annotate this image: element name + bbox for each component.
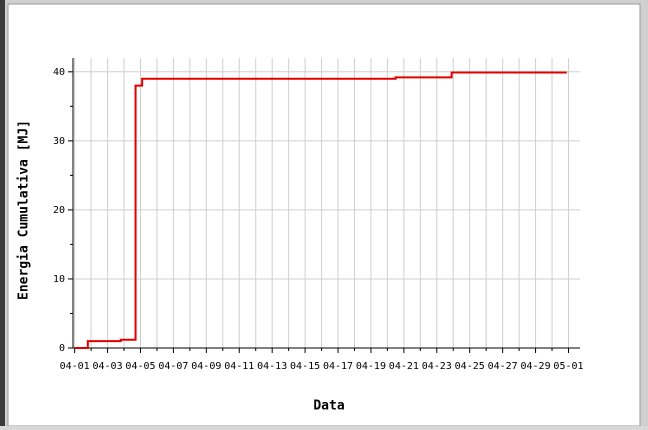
- card: [7, 3, 641, 427]
- x-tick-label: 04-15: [290, 361, 320, 372]
- y-axis-label: Energia Cumulativa [MJ]: [17, 120, 32, 300]
- y-tick-label: 40: [53, 67, 65, 78]
- x-axis-label: Data: [313, 399, 344, 414]
- x-tick-label: 04-17: [323, 361, 353, 372]
- x-tick-label: 04-25: [455, 361, 485, 372]
- x-tick-label: 05-01: [553, 361, 583, 372]
- y-tick-label: 20: [53, 205, 65, 216]
- x-tick-label: 04-11: [224, 361, 254, 372]
- x-tick-label: 04-09: [191, 361, 221, 372]
- y-tick-label: 10: [53, 274, 65, 285]
- x-tick-label: 04-19: [356, 361, 386, 372]
- x-tick-label: 04-05: [125, 361, 155, 372]
- x-tick-label: 04-21: [389, 361, 419, 372]
- left-bar: [0, 0, 5, 426]
- y-tick-label: 30: [53, 136, 65, 147]
- x-tick-label: 04-01: [60, 361, 90, 372]
- data-line: [74, 71, 567, 349]
- y-tick-label: 0: [59, 343, 65, 354]
- x-tick-label: 04-03: [93, 361, 123, 372]
- x-tick-label: 04-07: [158, 361, 188, 372]
- x-tick-label: 04-23: [422, 361, 452, 372]
- x-tick-label: 04-29: [521, 361, 551, 372]
- x-tick-label: 04-13: [257, 361, 287, 372]
- x-tick-label: 04-27: [488, 361, 518, 372]
